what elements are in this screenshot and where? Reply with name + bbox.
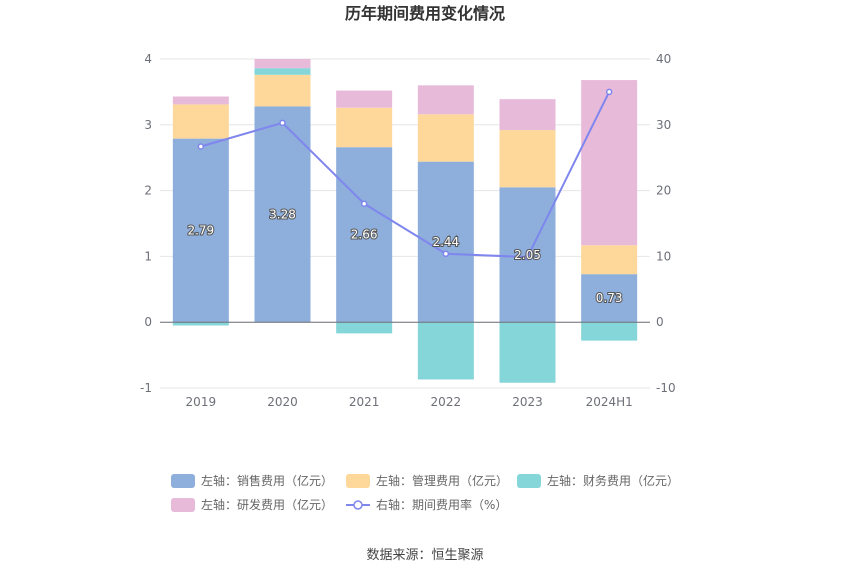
left-tick-label: 2 (144, 184, 152, 198)
left-tick-label: 4 (144, 52, 152, 66)
x-tick-label: 2024H1 (586, 395, 633, 409)
rate-point (605, 88, 613, 96)
x-tick-label: 2022 (431, 395, 462, 409)
bar-segment (254, 68, 311, 75)
bar-segment (336, 147, 393, 323)
bar-value-label: 2.05 (514, 248, 541, 262)
left-tick-label: -1 (140, 381, 152, 395)
right-tick-label: 0 (656, 315, 664, 329)
rate-point (360, 200, 368, 208)
legend-swatch (517, 474, 541, 488)
bar-segment (581, 322, 638, 341)
bar-segment (172, 322, 229, 326)
bar-segment (499, 99, 556, 131)
bar-value-label: 2.44 (432, 235, 459, 249)
data-labels: 2.79 3.28 2.66 2.44 2.05 0.73 (186, 206, 623, 306)
left-tick-label: 0 (144, 315, 152, 329)
right-tick-label: 30 (656, 118, 671, 132)
bar-segment (417, 322, 474, 380)
legend-swatch-marker (353, 500, 363, 510)
right-tick-label: 10 (656, 249, 671, 263)
bar-segment (581, 274, 638, 323)
rate-point (524, 253, 531, 261)
bar-segment (336, 322, 393, 334)
bar-value-label: 3.28 (269, 207, 296, 221)
rate-line (197, 88, 613, 261)
legend-label: 左轴：研发费用（亿元） (201, 497, 333, 512)
source-note: 数据来源：恒生聚源 (366, 548, 483, 563)
bar-segment (499, 130, 556, 188)
x-tick-label: 2019 (186, 395, 217, 409)
rate-point (279, 119, 286, 127)
bar-segment (254, 74, 311, 107)
legend-label: 左轴：财务费用（亿元） (547, 473, 679, 488)
bar-segment (581, 80, 638, 246)
legend-label: 左轴：销售费用（亿元） (201, 473, 333, 488)
bar-value-label: 0.73 (596, 291, 623, 305)
bar-segment (499, 322, 556, 383)
right-tick-label: -10 (656, 381, 676, 395)
x-tick-label: 2020 (267, 395, 298, 409)
bar-segment (336, 90, 393, 108)
x-tick-label: 2021 (349, 395, 380, 409)
legend-label: 右轴：期间费用率（%） (376, 497, 507, 512)
bar-segment (172, 96, 229, 105)
bar-value-label: 2.66 (351, 228, 378, 242)
legend-label: 左轴：管理费用（亿元） (376, 473, 508, 488)
chart-title: 历年期间费用变化情况 (345, 4, 505, 23)
bar-segment (581, 245, 638, 275)
legend-swatch (171, 498, 195, 512)
right-tick-label: 20 (656, 184, 671, 198)
legend-swatch (346, 474, 370, 488)
right-tick-label: 40 (656, 52, 671, 66)
x-tick-label: 2023 (512, 395, 543, 409)
left-tick-label: 1 (144, 249, 152, 263)
rate-point (442, 250, 450, 258)
bar-segment (172, 104, 229, 139)
bars (172, 59, 638, 383)
legend-swatch (171, 474, 195, 488)
bar-segment (417, 85, 474, 115)
rate-line-path (200, 91, 611, 259)
bar-segment (254, 59, 311, 69)
bar-segment (417, 114, 474, 162)
legend: 左轴：销售费用（亿元） 左轴：管理费用（亿元） 左轴：财务费用（亿元） 左轴：研发费用… (171, 473, 679, 512)
bar-value-label: 2.79 (187, 223, 214, 237)
bar-segment (172, 138, 229, 323)
grid (160, 58, 650, 389)
left-tick-label: 3 (144, 118, 152, 132)
bar-segment (336, 107, 393, 148)
rate-point (197, 143, 205, 150)
